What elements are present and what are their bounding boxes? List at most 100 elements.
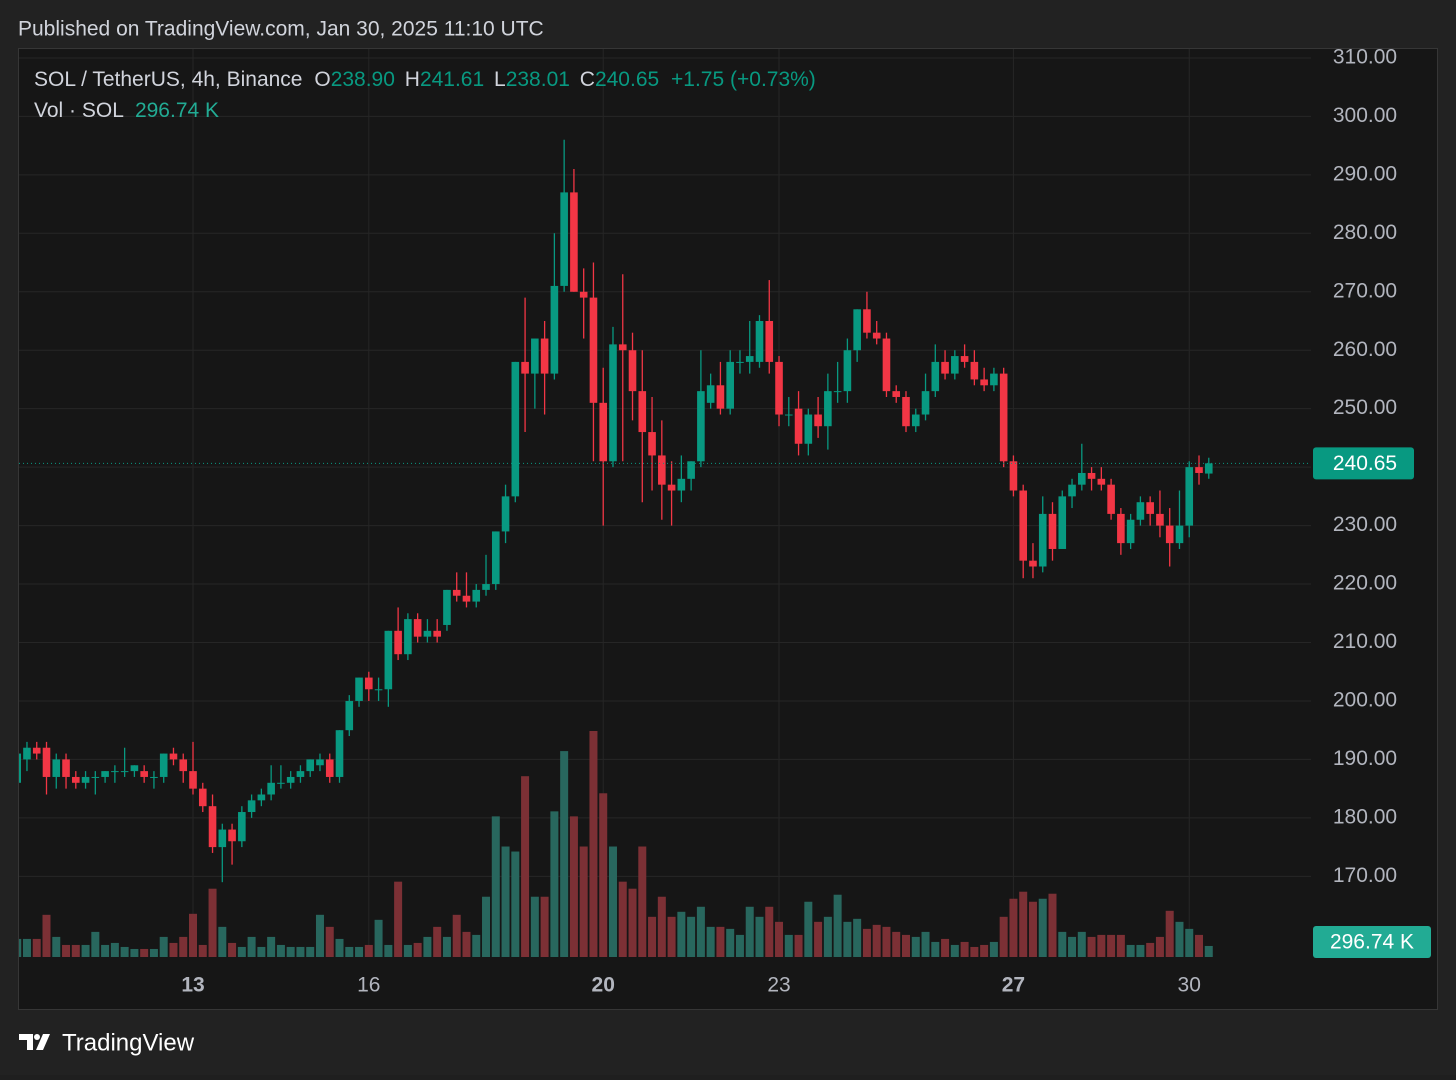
candle-body: [755, 320, 764, 362]
candle-body: [814, 414, 822, 427]
volume-bar: [1136, 944, 1145, 957]
volume-bar: [1028, 901, 1037, 957]
candle-body: [658, 455, 666, 485]
volume-bar: [638, 846, 647, 957]
volume-bar: [667, 916, 676, 957]
volume-bar: [901, 934, 910, 957]
low-value: 238.01: [506, 68, 570, 91]
y-tick-label: 190.00: [1333, 747, 1397, 770]
price-tag-label: 240.65: [1333, 452, 1397, 475]
volume-bar: [921, 931, 930, 957]
volume-bar: [325, 926, 334, 957]
volume-bar: [833, 894, 842, 957]
candle-body: [872, 332, 881, 339]
x-tick-label: 30: [1178, 974, 1201, 997]
volume-bar: [257, 946, 266, 957]
volume-bar: [892, 931, 901, 957]
candle-body: [531, 338, 539, 374]
volume-bar: [882, 926, 891, 957]
y-tick-label: 300.00: [1333, 104, 1397, 127]
volume-bar: [784, 934, 793, 957]
candle-body: [648, 432, 656, 456]
volume-bar: [853, 918, 862, 957]
volume-bar: [267, 936, 276, 957]
candle-body: [111, 771, 119, 773]
candle-body: [951, 356, 959, 374]
high-key: H: [405, 68, 420, 91]
volume-bar: [716, 926, 725, 957]
candle-body: [443, 589, 451, 625]
candle-body: [1097, 478, 1106, 485]
candle-body: [1038, 513, 1047, 567]
candle-body: [511, 361, 520, 497]
candle-body: [687, 461, 695, 479]
volume-bar: [442, 936, 451, 957]
volume-bar: [1107, 934, 1116, 957]
candle-body: [882, 338, 891, 392]
volume-bar: [52, 936, 61, 957]
open-value: 238.90: [331, 68, 395, 91]
y-tick-label: 260.00: [1333, 338, 1397, 361]
volume-bar: [42, 914, 51, 957]
candle-body: [32, 747, 41, 754]
volume-bar: [911, 936, 920, 957]
candle-body: [1185, 467, 1194, 526]
volume-bar: [1058, 931, 1067, 957]
candle-body: [521, 361, 529, 374]
candle-body: [501, 496, 510, 532]
candle-body: [804, 414, 813, 444]
candle-body: [638, 391, 647, 433]
candle-body: [91, 776, 100, 778]
candle-body: [277, 782, 285, 784]
candle-body: [1204, 463, 1213, 474]
candle-body: [706, 385, 715, 403]
price-pane: [19, 139, 1311, 883]
candle-body: [1048, 513, 1057, 549]
candle-body: [169, 753, 178, 760]
volume-bar: [696, 906, 705, 957]
volume-bar: [814, 921, 823, 957]
candle-body: [101, 771, 109, 777]
candle-body: [1107, 484, 1115, 514]
x-tick-label: 13: [181, 974, 204, 997]
candle-body: [1165, 525, 1174, 544]
volume-bar: [999, 916, 1008, 957]
change: +1.75 (+0.73%): [671, 68, 816, 91]
volume-bar: [608, 846, 617, 957]
candle-body: [72, 776, 80, 783]
y-tick-label: 270.00: [1333, 279, 1397, 302]
candle-body: [736, 361, 744, 363]
candle-body: [62, 759, 70, 777]
chart-panel: [18, 48, 1438, 1010]
volume-legend: Vol · SOL 296.74 K: [34, 99, 219, 122]
volume-bar: [169, 942, 178, 957]
candle-body: [189, 771, 197, 789]
volume-bar: [71, 944, 80, 957]
volume-bar: [648, 916, 657, 957]
volume-bar: [1155, 936, 1164, 957]
y-tick-label: 170.00: [1333, 864, 1397, 887]
candle-body: [609, 344, 617, 462]
volume-bar: [364, 944, 373, 957]
candle-body: [1156, 513, 1164, 526]
volume-name: Vol · SOL: [34, 99, 123, 122]
symbol: SOL / TetherUS, 4h, Binance: [34, 68, 303, 91]
candle-body: [990, 373, 998, 386]
volume-bar: [32, 938, 41, 957]
candle-body: [550, 285, 559, 374]
candle-body: [238, 812, 246, 842]
candle-body: [198, 788, 207, 807]
candle-body: [540, 338, 549, 374]
volume-bar: [1038, 898, 1047, 957]
volume-bar: [843, 921, 852, 957]
candle-body: [1029, 560, 1037, 567]
candle-body: [1068, 484, 1076, 497]
close-value: 240.65: [595, 68, 659, 91]
low-key: L: [494, 68, 506, 91]
volume-bar: [687, 916, 696, 957]
candle-body: [824, 391, 832, 427]
candle-body: [247, 800, 256, 813]
volume-bar: [1185, 928, 1194, 957]
candle-body: [892, 391, 901, 397]
candle-body: [784, 414, 793, 416]
